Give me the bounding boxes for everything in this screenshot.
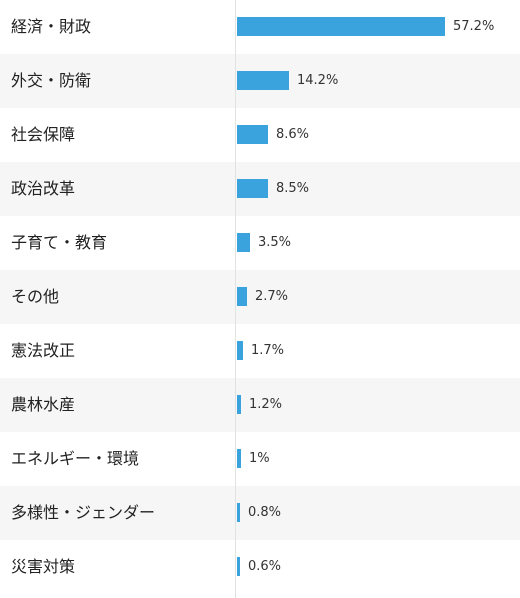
category-label: 憲法改正: [11, 341, 76, 360]
data-label: 0.6%: [248, 559, 282, 574]
bar: [237, 449, 241, 468]
data-label: 1.2%: [249, 397, 283, 412]
chart-row: 災害対策 0.6%: [0, 540, 520, 594]
category-label: エネルギー・環境: [11, 449, 140, 468]
bar: [237, 341, 243, 360]
category-label: 経済・財政: [11, 17, 92, 36]
bar: [237, 395, 241, 414]
data-label: 1.7%: [251, 343, 285, 358]
chart-row: 経済・財政 57.2%: [0, 0, 520, 54]
chart-row: エネルギー・環境 1%: [0, 432, 520, 486]
category-label: その他: [11, 287, 60, 306]
axis-line: [235, 0, 236, 598]
chart-row: その他 2.7%: [0, 270, 520, 324]
chart-row: 農林水産 1.2%: [0, 378, 520, 432]
bar: [237, 557, 240, 576]
bar: [237, 125, 268, 144]
chart-row: 外交・防衛 14.2%: [0, 54, 520, 108]
chart-row: 社会保障 8.6%: [0, 108, 520, 162]
data-label: 3.5%: [258, 235, 292, 250]
category-label: 子育て・教育: [11, 233, 108, 252]
bar: [237, 71, 289, 90]
chart-row: 政治改革 8.5%: [0, 162, 520, 216]
chart-row: 多様性・ジェンダー 0.8%: [0, 486, 520, 540]
data-label: 8.5%: [276, 181, 310, 196]
bar: [237, 233, 250, 252]
bar: [237, 17, 445, 36]
data-label: 1%: [249, 451, 270, 466]
chart-row: 子育て・教育 3.5%: [0, 216, 520, 270]
category-label: 社会保障: [11, 125, 76, 144]
category-label: 災害対策: [11, 557, 76, 576]
category-label: 多様性・ジェンダー: [11, 503, 156, 522]
data-label: 0.8%: [248, 505, 282, 520]
bar: [237, 503, 240, 522]
bar: [237, 179, 268, 198]
category-label: 農林水産: [11, 395, 76, 414]
data-label: 2.7%: [255, 289, 289, 304]
bar: [237, 287, 247, 306]
category-label: 政治改革: [11, 179, 76, 198]
data-label: 14.2%: [297, 73, 339, 88]
data-label: 8.6%: [276, 127, 310, 142]
chart-row: 憲法改正 1.7%: [0, 324, 520, 378]
data-label: 57.2%: [453, 19, 495, 34]
category-label: 外交・防衛: [11, 71, 92, 90]
